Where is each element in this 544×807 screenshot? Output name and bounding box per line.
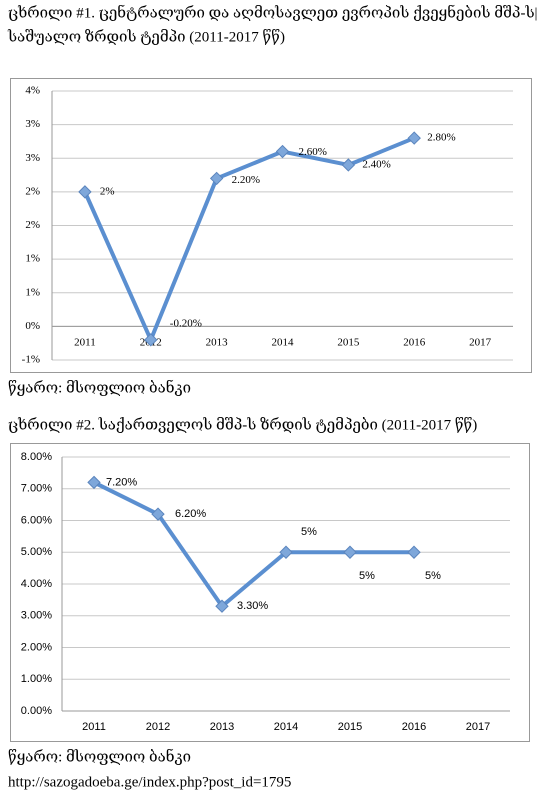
data-label: 2.60% bbox=[299, 146, 327, 158]
x-tick-label: 2015 bbox=[338, 721, 362, 733]
data-marker bbox=[144, 333, 158, 347]
x-tick-label: 2016 bbox=[403, 337, 426, 349]
y-tick-label: -1% bbox=[22, 354, 40, 366]
y-tick-label: 1% bbox=[25, 286, 40, 298]
chart-title: ცხრილი #2. საქართველოს მშპ-ს ზრდის ტემპე… bbox=[8, 416, 477, 433]
source: წყარო: მსოფლიო ბანკი bbox=[8, 747, 191, 765]
x-tick-label: 2016 bbox=[402, 721, 426, 733]
chart-frame bbox=[10, 78, 532, 373]
data-label: -0.20% bbox=[170, 317, 202, 329]
data-marker bbox=[209, 171, 224, 186]
data-label: 5% bbox=[301, 526, 317, 538]
x-tick-label: 2012 bbox=[146, 721, 170, 733]
data-marker bbox=[78, 185, 92, 199]
data-label: 2% bbox=[100, 185, 115, 197]
y-tick-label: 2% bbox=[25, 219, 40, 231]
x-tick-label: 2017 bbox=[466, 721, 490, 733]
data-marker bbox=[407, 131, 421, 145]
data-marker bbox=[87, 475, 101, 490]
data-marker bbox=[341, 158, 356, 172]
data-marker bbox=[407, 545, 421, 559]
y-tick-label: 3% bbox=[25, 118, 40, 130]
x-tick-label: 2011 bbox=[74, 337, 96, 349]
data-marker bbox=[215, 599, 229, 613]
y-tick-label: 3.00% bbox=[21, 610, 52, 622]
data-label: 2.20% bbox=[232, 174, 260, 186]
y-tick-label: 0% bbox=[25, 320, 40, 332]
y-tick-label: 4% bbox=[25, 85, 40, 97]
y-tick-label: 1% bbox=[25, 253, 40, 265]
y-tick-label: 0.00% bbox=[21, 705, 52, 717]
data-line bbox=[83, 136, 415, 342]
source: წყარო: მსოფლიო ბანკი bbox=[8, 378, 191, 396]
data-label: 2.40% bbox=[362, 159, 390, 171]
data-label: 5% bbox=[359, 570, 375, 582]
y-tick-label: 3% bbox=[25, 152, 40, 164]
x-tick-label: 2013 bbox=[206, 337, 229, 349]
data-marker bbox=[151, 507, 165, 521]
data-label: 2.80% bbox=[427, 132, 455, 144]
x-tick-label: 2014 bbox=[274, 721, 298, 733]
x-tick-label: 2017 bbox=[469, 337, 492, 349]
y-tick-label: 4.00% bbox=[21, 578, 52, 590]
x-tick-label: 2013 bbox=[210, 721, 234, 733]
chart-frame bbox=[10, 443, 530, 742]
x-tick-label: 2015 bbox=[337, 337, 360, 349]
data-label: 6.20% bbox=[175, 508, 206, 520]
y-tick-label: 2% bbox=[25, 185, 40, 197]
x-tick-label: 2011 bbox=[82, 721, 106, 733]
data-label: 5% bbox=[425, 570, 441, 582]
data-marker bbox=[279, 545, 293, 559]
y-tick-label: 8.00% bbox=[21, 451, 52, 463]
data-marker bbox=[275, 144, 290, 159]
chart-title: საშუალო ზრდის ტემპი (2011-2017 წწ) bbox=[7, 28, 285, 45]
x-tick-label: 2014 bbox=[272, 337, 295, 349]
data-label: 7.20% bbox=[106, 476, 137, 488]
y-tick-label: 5.00% bbox=[21, 546, 52, 558]
url: http://sazogadoeba.ge/index.php?post_id=… bbox=[8, 774, 291, 790]
chart-title: ცხრილი #1. ცენტრალური და აღმოსავლეთ ევრო… bbox=[8, 3, 538, 21]
y-tick-label: 7.00% bbox=[21, 483, 52, 495]
data-line bbox=[93, 480, 414, 609]
y-tick-label: 1.00% bbox=[21, 673, 52, 685]
data-label: 3.30% bbox=[237, 600, 268, 612]
data-marker bbox=[343, 545, 357, 559]
y-tick-label: 2.00% bbox=[21, 641, 52, 653]
y-tick-label: 6.00% bbox=[21, 514, 52, 526]
